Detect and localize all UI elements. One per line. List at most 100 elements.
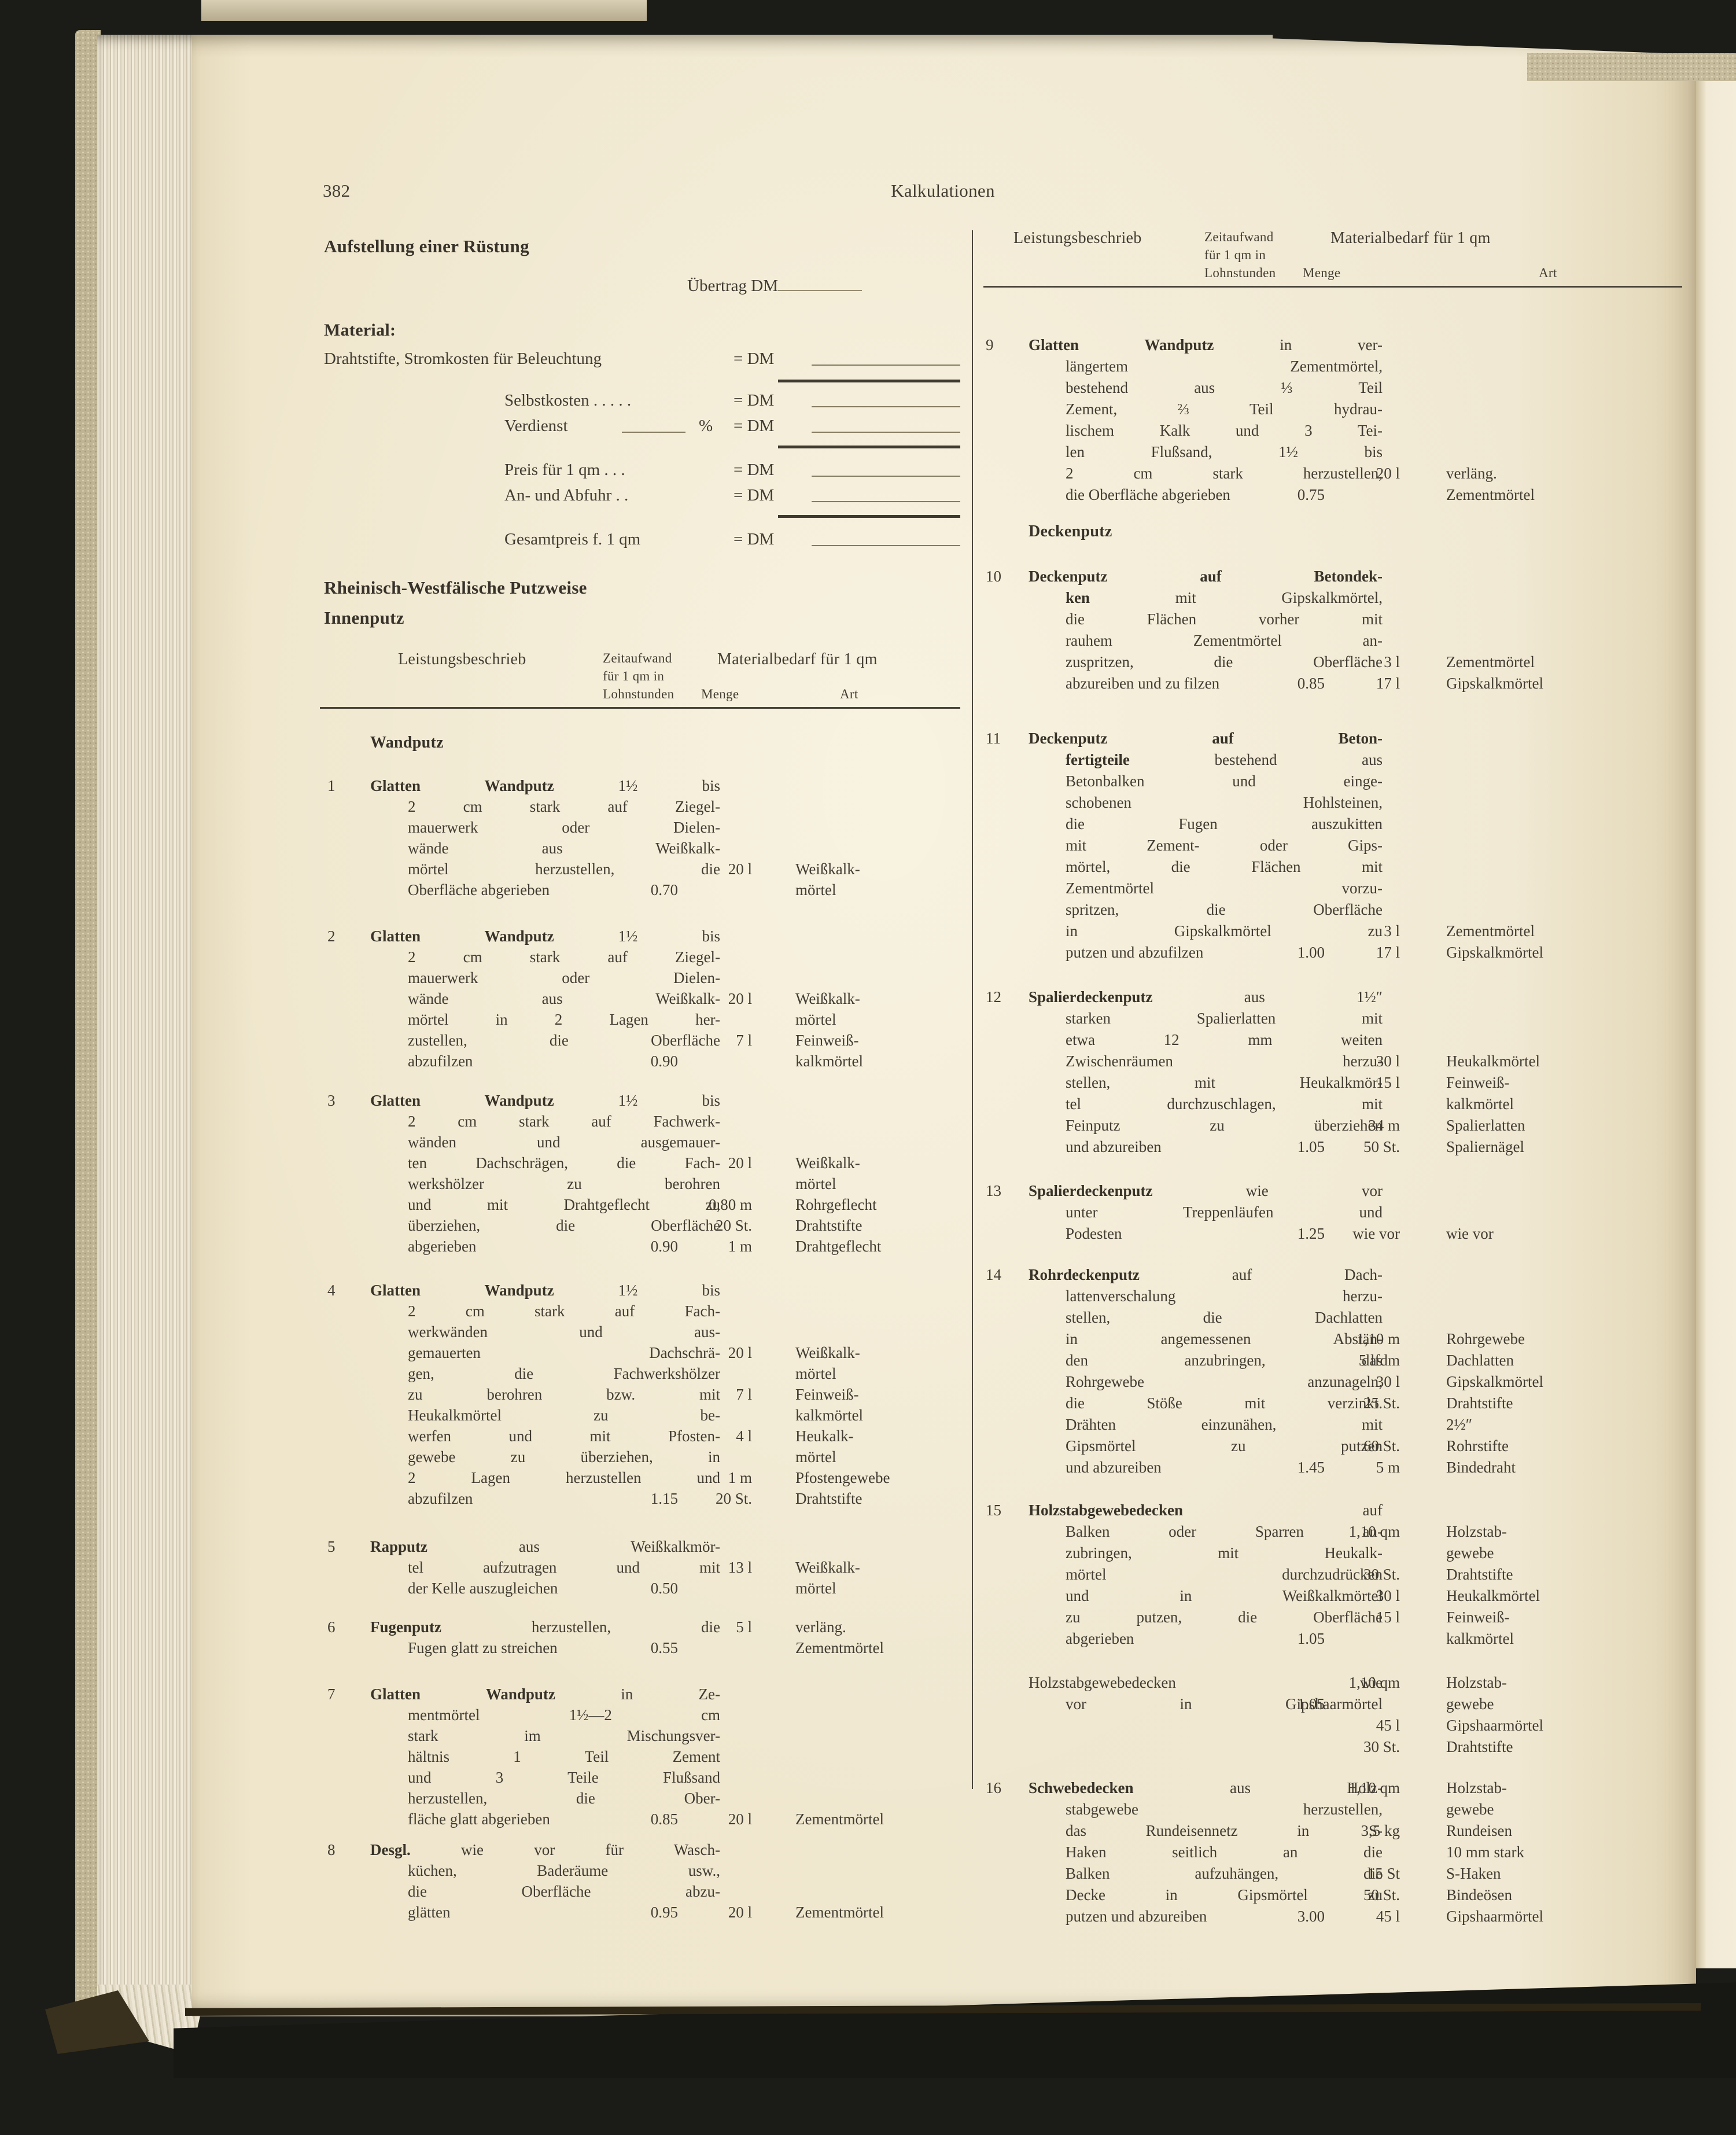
- item-text: gewebe zu überziehen, in: [408, 1448, 720, 1466]
- item-text: Schwebedecken aus Holz-: [1029, 1779, 1383, 1797]
- item-text: stellen, mit Heukalkmör-: [1066, 1074, 1383, 1091]
- item-line: Heukalkmörtel zu be-kalkmörtel: [324, 1405, 961, 1426]
- cost-row-equals-dm: = DM: [734, 530, 775, 549]
- item-text: die Stöße mit verzinkt.: [1066, 1394, 1383, 1412]
- cost-row-label: Gesamtpreis f. 1 qm: [504, 530, 641, 549]
- item-number: 1: [327, 777, 336, 794]
- item-material-kind: Drahtstifte: [1446, 1566, 1513, 1583]
- item-quantity: 45 l: [1376, 1717, 1400, 1734]
- right-header-description: Leistungsbeschrieb: [1013, 229, 1142, 247]
- item-text: putzen und abzufilzen: [1066, 944, 1204, 961]
- item-text: lischem Kalk und 3 Tei-: [1066, 422, 1383, 439]
- item-text: und abzureiben: [1066, 1138, 1162, 1155]
- item-quantity: 3,5 kg: [1361, 1822, 1400, 1839]
- cost-row: Preis für 1 qm . . . = DM: [324, 458, 960, 481]
- item-text: Oberfläche abgerieben: [408, 881, 550, 899]
- item-text: und in Weißkalkmörtel: [1066, 1587, 1383, 1604]
- item-text: werkshölzer zu berohren: [408, 1175, 720, 1192]
- item-text: Desgl. wie vor für Wasch-: [370, 1841, 720, 1858]
- item-text: unter Treppenläufen und: [1066, 1203, 1383, 1221]
- item-line: Holzstabgewebedecken wie 1,10 qm Holzstab-: [982, 1672, 1683, 1694]
- left-header-quantity: Menge: [701, 687, 739, 701]
- item-material-kind: Dachlatten: [1446, 1352, 1514, 1369]
- item-text: die Flächen vorher mit: [1066, 610, 1383, 628]
- item-line: 5 Rapputz aus Weißkalkmör-: [324, 1536, 961, 1557]
- item-line: 16 Schwebedecken aus Holz- 1,10 qm Holzstab…: [982, 1777, 1683, 1799]
- item-quantity: 7 l: [736, 1032, 752, 1049]
- item-line: rauhem Zementmörtel an-: [982, 630, 1683, 651]
- item-text: Decke in Gipsmörtel zu: [1066, 1886, 1383, 1904]
- item-line: lattenverschalung herzu-: [982, 1286, 1683, 1307]
- item-text: in Gipskalkmörtel zu: [1066, 922, 1383, 940]
- item-text: hältnis 1 Teil Zement: [408, 1748, 720, 1765]
- item-time-hours: 3.00: [1297, 1908, 1325, 1925]
- item-material-kind: mörtel: [795, 1580, 836, 1597]
- item-line: stark im Mischungsver-: [324, 1725, 961, 1746]
- item-text: Glatten Wandputz in ver-: [1029, 336, 1383, 354]
- item-text: Spalierdeckenputz aus 1½″: [1029, 988, 1383, 1006]
- item-line: fertigteile bestehend aus: [982, 749, 1683, 771]
- item-line: gewebe zu überziehen, in mörtel: [324, 1446, 961, 1467]
- item-material-kind: kalkmörtel: [1446, 1630, 1514, 1647]
- page-stack-edge: [97, 35, 194, 2013]
- left-header-time-1: Zeitaufwand: [603, 651, 672, 665]
- item-line: werkshölzer zu berohren mörtel: [324, 1173, 961, 1194]
- item-line: zu putzen, die Oberfläche 15 l Feinweiß-: [982, 1607, 1683, 1628]
- item-text: fertigteile bestehend aus: [1066, 751, 1383, 768]
- right-header-time-1: Zeitaufwand: [1204, 230, 1274, 244]
- cost-row-equals-dm: = DM: [734, 461, 775, 479]
- item-line: 2 cm stark auf Ziegel-: [324, 796, 961, 817]
- item-material-kind: Heukalk-: [795, 1427, 854, 1445]
- item-line: tel durchzuschlagen, mit kalkmörtel: [982, 1094, 1683, 1115]
- item-line: putzen und abzufilzen 1.00 17 l Gipskalkmör…: [982, 942, 1683, 963]
- item-quantity: 17 l: [1376, 675, 1400, 692]
- item-text: längertem Zementmörtel,: [1066, 358, 1383, 375]
- item-line: den anzubringen, das 5 lfdm Dachlatten: [982, 1350, 1683, 1371]
- item-text: ken mit Gipskalkmörtel,: [1066, 589, 1383, 606]
- item-number: 13: [986, 1182, 1001, 1199]
- item-line: mörtel herzustellen, die 20 l Weißkalk-: [324, 859, 961, 879]
- item-line: gen, die Fachwerkshölzer mörtel: [324, 1363, 961, 1384]
- item-number: 14: [986, 1266, 1001, 1283]
- item-material-kind: Weißkalk-: [795, 1154, 860, 1172]
- item-material-kind: verläng.: [795, 1618, 846, 1636]
- item-quantity: 0,80 m: [708, 1196, 752, 1213]
- cost-row-blank-line: [622, 414, 685, 433]
- item-text: schobenen Hohlsteinen,: [1066, 794, 1383, 811]
- book-cover-cloth-top-right: [1527, 53, 1736, 81]
- item-line: Gipsmörtel zu putzen 60 St. Rohrstifte: [982, 1435, 1683, 1457]
- item-material-kind: Weißkalk-: [795, 990, 860, 1007]
- material-label: Material:: [324, 321, 396, 340]
- item-line: abgerieben 0.90 1 m Drahtgeflecht: [324, 1236, 961, 1257]
- item-text: Fugen glatt zu streichen: [408, 1639, 558, 1657]
- item-text: abgerieben: [408, 1238, 477, 1255]
- item-line: zu berohren bzw. mit 7 l Feinweiß-: [324, 1384, 961, 1405]
- item-quantity: 1 m: [728, 1469, 752, 1486]
- item-material-kind: Holzstab-: [1446, 1523, 1507, 1540]
- item-material-kind: Rohrgeflecht: [795, 1196, 877, 1213]
- cost-row-fill-line: [812, 389, 960, 407]
- item-line: 2 cm stark herzustellen, 20 l verläng.: [982, 463, 1683, 484]
- item-line: küchen, Baderäume usw.,: [324, 1860, 961, 1881]
- item-number: 8: [327, 1841, 336, 1858]
- item-line: stellen, die Dachlatten: [982, 1307, 1683, 1328]
- left-service-item: 1 Glatten Wandputz 1½ bis 2 cm stark auf Z…: [324, 775, 961, 900]
- item-quantity: 20 l: [728, 990, 752, 1007]
- item-text: vor in Gipshaarmörtel: [1066, 1695, 1383, 1713]
- item-quantity: 17 l: [1376, 944, 1400, 961]
- column-divider: [972, 230, 973, 1789]
- item-quantity: 30 l: [1376, 1373, 1400, 1390]
- item-quantity: 30 l: [1376, 1587, 1400, 1604]
- item-line: zuspritzen, die Oberfläche 3 l Zementmörte…: [982, 651, 1683, 673]
- item-material-kind: Drahtstifte: [795, 1217, 863, 1234]
- item-line: 10 Deckenputz auf Betondek-: [982, 566, 1683, 587]
- item-line: und abzureiben 1.05 50 St. Spaliernägel: [982, 1136, 1683, 1158]
- item-time-hours: 1.25: [1297, 1225, 1325, 1242]
- item-time-hours: 0.75: [1297, 486, 1325, 503]
- item-line: hältnis 1 Teil Zement: [324, 1746, 961, 1767]
- item-line: vor in Gipshaarmörtel 1.05 gewebe: [982, 1694, 1683, 1715]
- item-time-hours: 1.15: [650, 1490, 678, 1507]
- item-text: herzustellen, die Ober-: [408, 1790, 720, 1807]
- right-header-kind: Art: [1539, 266, 1557, 280]
